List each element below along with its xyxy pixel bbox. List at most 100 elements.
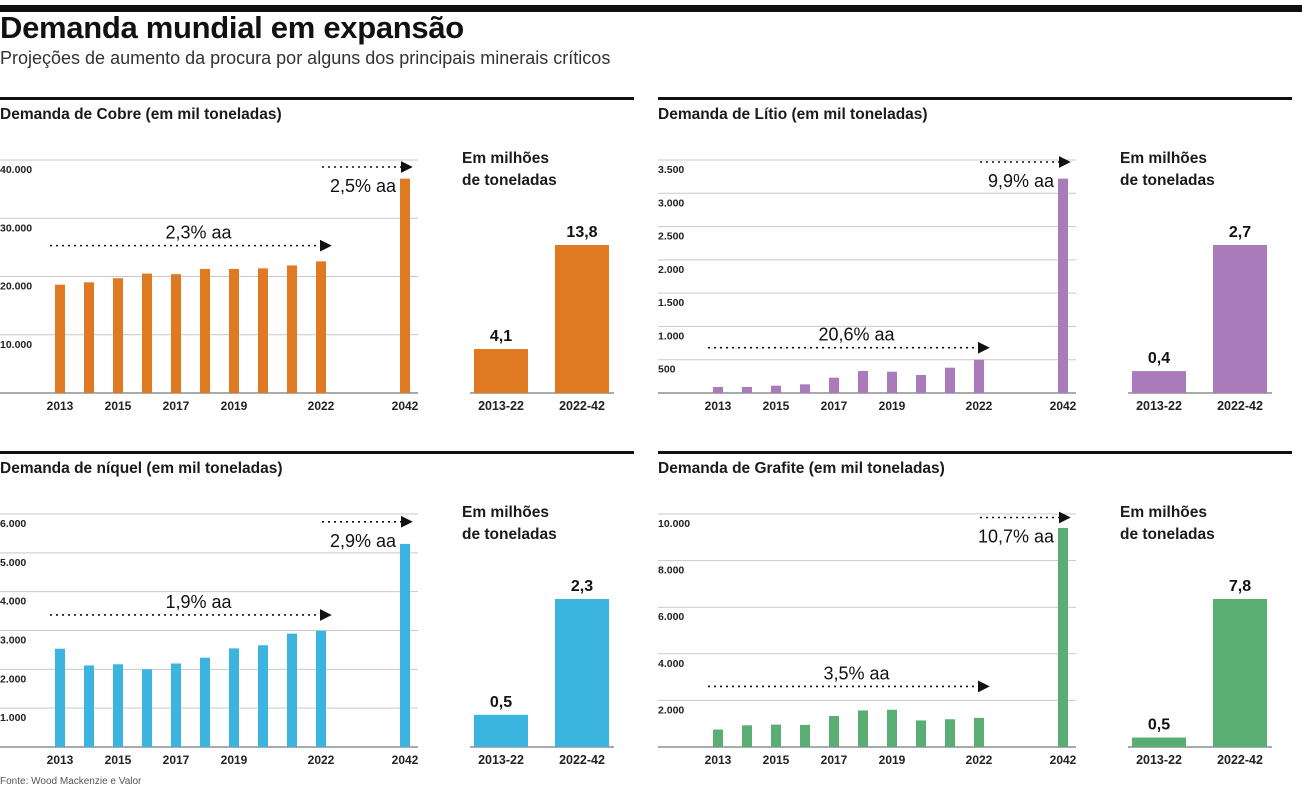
bar-2014 — [742, 725, 752, 747]
y-tick-label: 8.000 — [658, 565, 684, 577]
y-tick-label: 30.000 — [0, 222, 32, 234]
bar-2016 — [800, 384, 810, 393]
bar-2022 — [316, 630, 326, 747]
summary-value-label: 7,8 — [1229, 578, 1251, 595]
bar-2017 — [829, 377, 839, 393]
y-tick-label: 6.000 — [0, 518, 26, 530]
summary-category-label: 2013-22 — [478, 753, 524, 767]
summary-category-label: 2022-42 — [1217, 399, 1263, 413]
growth-rate-label: 2,9% aa — [330, 531, 397, 551]
bar-2020 — [258, 645, 268, 747]
y-tick-label: 1.000 — [0, 712, 26, 724]
x-tick-label: 2022 — [308, 753, 335, 767]
x-tick-label: 2015 — [105, 753, 132, 767]
unit-label-line2: de toneladas — [1120, 172, 1215, 189]
y-tick-label: 10.000 — [658, 518, 690, 530]
bar-2014 — [742, 387, 752, 393]
x-tick-label: 2019 — [879, 753, 906, 767]
unit-label-line1: Em milhões — [462, 150, 549, 167]
y-tick-label: 3.000 — [0, 635, 26, 647]
bar-2013 — [55, 648, 65, 747]
summary-category-label: 2013-22 — [478, 399, 524, 413]
bar-2022 — [974, 359, 984, 393]
summary-category-label: 2022-42 — [1217, 753, 1263, 767]
x-tick-label: 2042 — [392, 399, 419, 413]
summary-bar-2013-22 — [1132, 737, 1186, 747]
bar-2018 — [858, 710, 868, 747]
chart-svg: 10.000 20.000 30.000 40.000 2013 2015 2017 2019… — [0, 159, 614, 413]
bar-2014 — [84, 665, 94, 747]
y-tick-label: 1.500 — [658, 297, 684, 309]
growth-rate-label: 2,3% aa — [165, 223, 232, 243]
panel-title: Demanda de Cobre (em mil toneladas) — [0, 106, 282, 123]
bar-2042 — [400, 178, 410, 393]
x-tick-label: 2042 — [1050, 399, 1077, 413]
x-tick-label: 2019 — [221, 753, 248, 767]
unit-label-line1: Em milhões — [1120, 150, 1207, 167]
unit-label-line2: de toneladas — [462, 526, 557, 543]
growth-rate-label: 1,9% aa — [165, 592, 232, 612]
bar-2019 — [229, 648, 239, 747]
y-tick-label: 2.000 — [658, 264, 684, 276]
x-tick-label: 2042 — [1050, 753, 1077, 767]
bar-2015 — [771, 385, 781, 393]
y-tick-label: 5.000 — [0, 557, 26, 569]
summary-bar-2022-42 — [555, 245, 609, 393]
y-tick-label: 2.000 — [658, 704, 684, 716]
summary-value-label: 0,5 — [1148, 717, 1170, 734]
bar-2018 — [200, 657, 210, 747]
bar-2042 — [1058, 178, 1068, 393]
bar-2015 — [113, 278, 123, 393]
bar-2017 — [171, 663, 181, 747]
x-tick-label: 2017 — [821, 753, 848, 767]
bar-2016 — [142, 669, 152, 747]
x-tick-label: 2013 — [705, 399, 732, 413]
summary-value-label: 4,1 — [490, 328, 512, 345]
bar-2021 — [287, 633, 297, 747]
y-tick-label: 2.500 — [658, 231, 684, 243]
bar-2013 — [713, 729, 723, 747]
growth-rate-label: 10,7% aa — [978, 526, 1055, 546]
page-title: Demanda mundial em expansão — [0, 10, 464, 45]
bar-2016 — [142, 273, 152, 393]
panel-title: Demanda de Lítio (em mil toneladas) — [658, 106, 928, 123]
chart-svg: 500 1.000 1.500 2.000 2.500 3.000 3.500 2013 201… — [658, 155, 1272, 413]
bar-2042 — [1058, 527, 1068, 747]
panel-rule — [0, 451, 634, 454]
source-note: Fonte: Wood Mackenzie e Valor — [0, 776, 142, 787]
panel-rule — [0, 97, 634, 100]
y-tick-label: 500 — [658, 364, 676, 376]
x-tick-label: 2017 — [163, 399, 190, 413]
panel-rule — [658, 451, 1292, 454]
y-tick-label: 4.000 — [0, 596, 26, 608]
chart-svg: 1.000 2.000 3.000 4.000 5.000 6.000 2013 2015 20… — [0, 513, 614, 767]
copper-chart-panel: Demanda de Cobre (em mil toneladas) Em m… — [0, 97, 634, 432]
x-tick-label: 2019 — [879, 399, 906, 413]
bar-2016 — [800, 724, 810, 747]
x-tick-label: 2017 — [163, 753, 190, 767]
bar-2019 — [887, 709, 897, 747]
bar-2019 — [887, 371, 897, 393]
summary-value-label: 2,3 — [571, 578, 593, 595]
page-subtitle: Projeções de aumento da procura por algu… — [0, 48, 611, 68]
unit-label-line2: de toneladas — [462, 172, 557, 189]
bar-2021 — [287, 265, 297, 393]
x-tick-label: 2022 — [308, 399, 335, 413]
growth-rate-label: 3,5% aa — [823, 663, 890, 683]
bar-2042 — [400, 543, 410, 747]
bar-2013 — [713, 387, 723, 393]
panel-rule — [658, 97, 1292, 100]
y-tick-label: 6.000 — [658, 611, 684, 623]
y-tick-label: 3.000 — [658, 197, 684, 209]
top-rule — [0, 5, 1302, 12]
bar-2018 — [200, 268, 210, 393]
unit-label-line2: de toneladas — [1120, 526, 1215, 543]
bar-2015 — [771, 724, 781, 747]
unit-label: Em milhões de toneladas — [1120, 502, 1215, 546]
x-tick-label: 2013 — [47, 399, 74, 413]
bar-2019 — [229, 268, 239, 393]
summary-category-label: 2022-42 — [559, 399, 605, 413]
summary-bar-2013-22 — [474, 349, 528, 393]
x-tick-label: 2042 — [392, 753, 419, 767]
bar-2018 — [858, 371, 868, 393]
